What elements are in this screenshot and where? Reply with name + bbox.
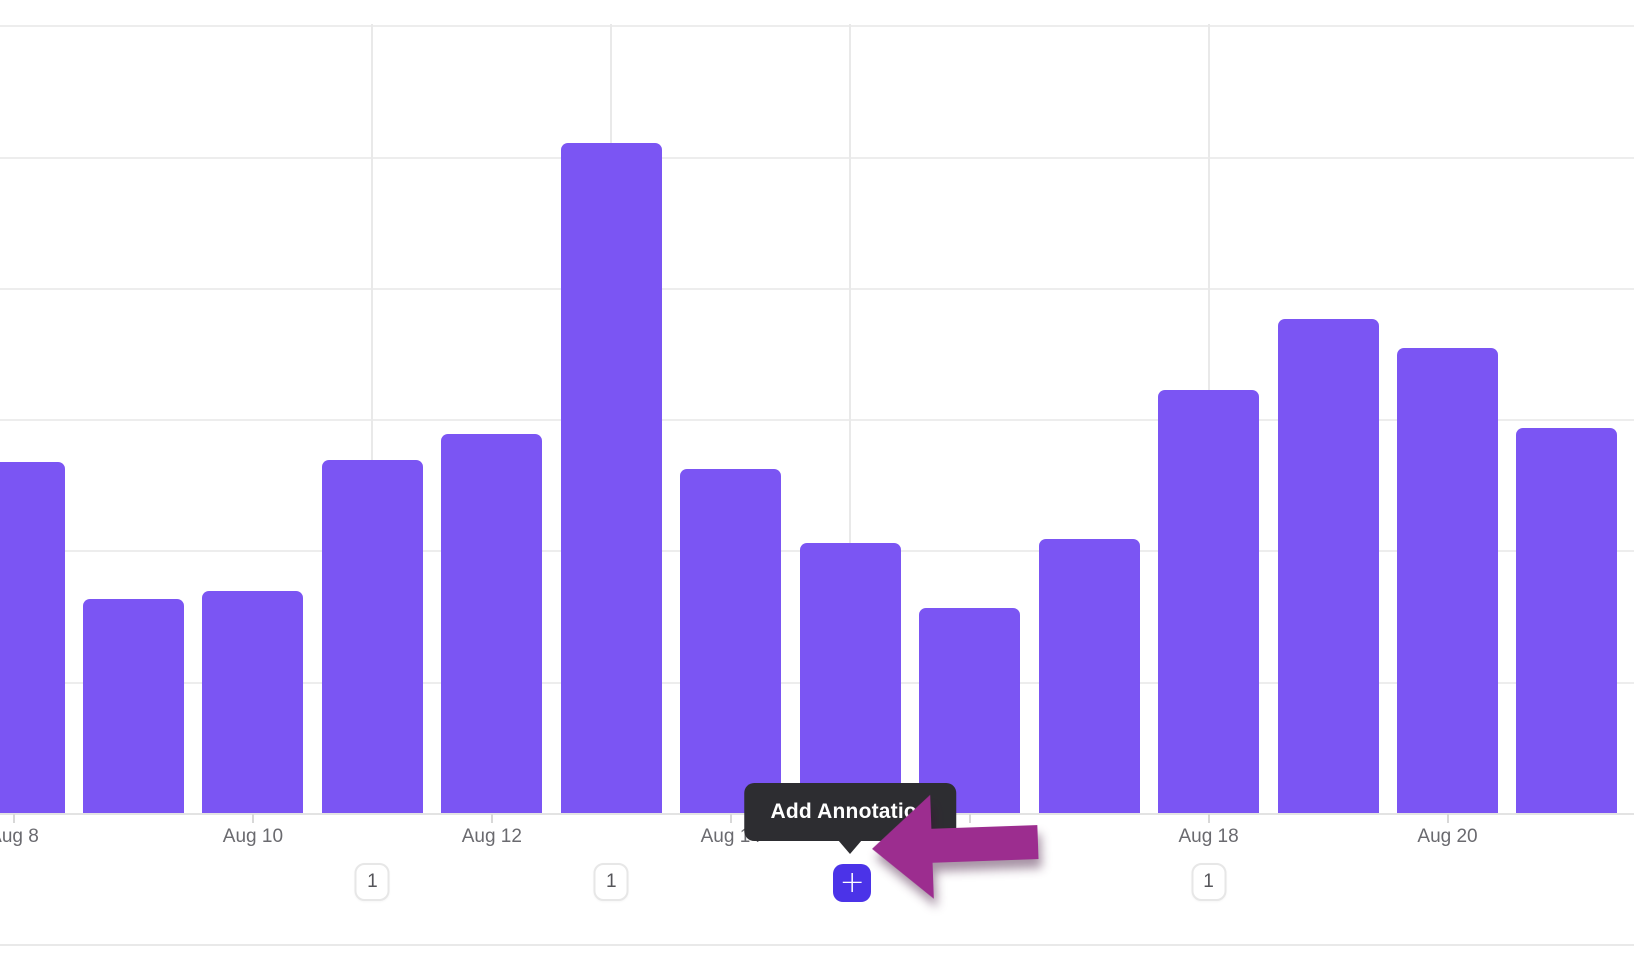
x-axis-label: Aug 8	[0, 826, 39, 847]
x-axis-tick	[490, 814, 493, 823]
bar-aug-16[interactable]	[919, 608, 1021, 813]
bar-aug-10[interactable]	[202, 591, 304, 813]
bar-aug-18[interactable]	[1158, 390, 1260, 813]
x-axis-label: Aug 12	[461, 826, 522, 847]
pointer-arrow	[872, 794, 1039, 899]
x-axis-tick	[968, 814, 971, 823]
x-axis-label: Aug 18	[1178, 826, 1239, 847]
annotation-date-line	[849, 24, 852, 813]
gridline	[0, 156, 1634, 159]
x-axis-label: Aug 20	[1417, 826, 1478, 847]
x-axis-tick	[1446, 814, 1449, 823]
bar-aug-14[interactable]	[680, 468, 782, 813]
bar-aug-20[interactable]	[1397, 348, 1499, 813]
gridline	[0, 287, 1634, 290]
add-annotation-button[interactable]: +	[833, 864, 872, 902]
tooltip-caret	[838, 840, 863, 854]
annotation-count-badge[interactable]: 1	[354, 863, 390, 901]
annotation-count-badge[interactable]: 1	[593, 863, 629, 901]
bar-aug-19[interactable]	[1277, 319, 1379, 813]
bar-aug-12[interactable]	[441, 433, 543, 813]
bar-aug-21[interactable]	[1516, 428, 1618, 813]
x-axis-tick	[729, 814, 732, 823]
plus-icon: +	[839, 865, 865, 900]
bar-aug-15[interactable]	[799, 542, 901, 813]
bar-aug-11[interactable]	[321, 459, 423, 813]
gridline	[0, 419, 1634, 422]
bottom-separator	[0, 944, 1634, 946]
bar-aug-13[interactable]	[560, 143, 662, 813]
bar-aug-9[interactable]	[82, 598, 184, 813]
bar-aug-17[interactable]	[1038, 538, 1140, 813]
x-axis-tick	[13, 814, 15, 823]
bar-aug-8[interactable]	[0, 462, 65, 813]
x-axis-label: Aug 10	[222, 826, 284, 847]
annotation-count-badge[interactable]: 1	[1191, 863, 1227, 901]
gridline	[0, 25, 1634, 28]
x-axis-tick	[251, 814, 254, 823]
x-axis-tick	[1207, 814, 1210, 823]
annotation-date-line	[371, 24, 374, 813]
